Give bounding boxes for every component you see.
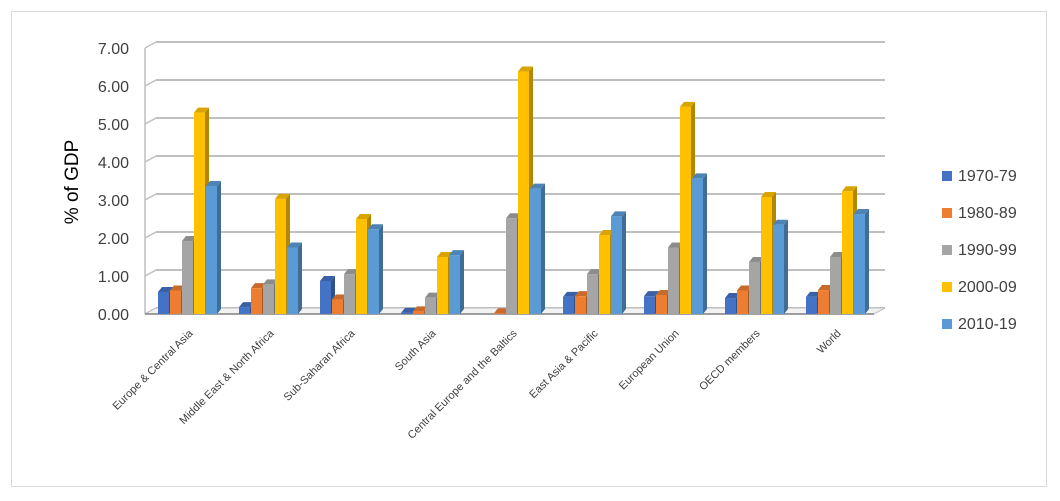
x-category-label: Middle East & North Africa bbox=[177, 327, 277, 427]
x-category-label: East Asia & Pacific bbox=[527, 327, 601, 401]
gridline-depth bbox=[144, 193, 157, 201]
legend-swatch bbox=[942, 245, 952, 255]
x-category-label: OECD members bbox=[697, 327, 763, 393]
y-tick-label: 1.00 bbox=[98, 269, 129, 286]
gridline-depth bbox=[144, 269, 157, 277]
y-tick-label: 3.00 bbox=[98, 193, 129, 210]
y-tick-label: 4.00 bbox=[98, 155, 129, 172]
legend-swatch bbox=[942, 208, 952, 218]
bar bbox=[773, 219, 788, 314]
bar bbox=[287, 242, 302, 314]
y-tick-label: 6.00 bbox=[98, 79, 129, 96]
bar bbox=[692, 173, 707, 314]
y-tick-label: 5.00 bbox=[98, 117, 129, 134]
legend-swatch bbox=[942, 171, 952, 181]
y-axis-ticks: 0.00 1.00 2.00 3.00 4.00 5.00 6.00 7.00 bbox=[98, 41, 129, 324]
x-category-label: Europe & Central Asia bbox=[111, 327, 197, 413]
y-axis-label: % of GDP bbox=[62, 140, 83, 224]
y-tick-label: 0.00 bbox=[98, 307, 129, 324]
legend-label: 2010-19 bbox=[958, 316, 1017, 333]
legend-swatch bbox=[942, 319, 952, 329]
gridline-depth bbox=[144, 117, 157, 125]
x-category-label: Sub-Saharan Africa bbox=[282, 327, 359, 404]
legend-swatch bbox=[942, 282, 952, 292]
x-category-label: World bbox=[815, 328, 844, 357]
legend-label: 1970-79 bbox=[958, 168, 1017, 185]
bar bbox=[368, 224, 383, 314]
bar bbox=[611, 211, 626, 314]
gridline-depth bbox=[144, 41, 157, 49]
y-tick-label: 7.00 bbox=[98, 41, 129, 58]
legend-label: 2000-09 bbox=[958, 279, 1017, 296]
bar bbox=[854, 209, 869, 314]
gridline-depth bbox=[144, 79, 157, 87]
y-tick-label: 2.00 bbox=[98, 231, 129, 248]
x-category-label: South Asia bbox=[393, 327, 439, 373]
legend: 1970-79 1980-89 1990-99 2000-09 2010-19 bbox=[942, 168, 1017, 333]
gridline-depth bbox=[144, 231, 157, 239]
bars bbox=[158, 66, 869, 315]
x-category-label: European Union bbox=[617, 328, 682, 393]
legend-label: 1990-99 bbox=[958, 242, 1017, 259]
bar bbox=[206, 180, 221, 314]
bar bbox=[449, 250, 464, 314]
bar bbox=[530, 183, 545, 314]
gridline-depth bbox=[144, 155, 157, 163]
legend-label: 1980-89 bbox=[958, 205, 1017, 222]
